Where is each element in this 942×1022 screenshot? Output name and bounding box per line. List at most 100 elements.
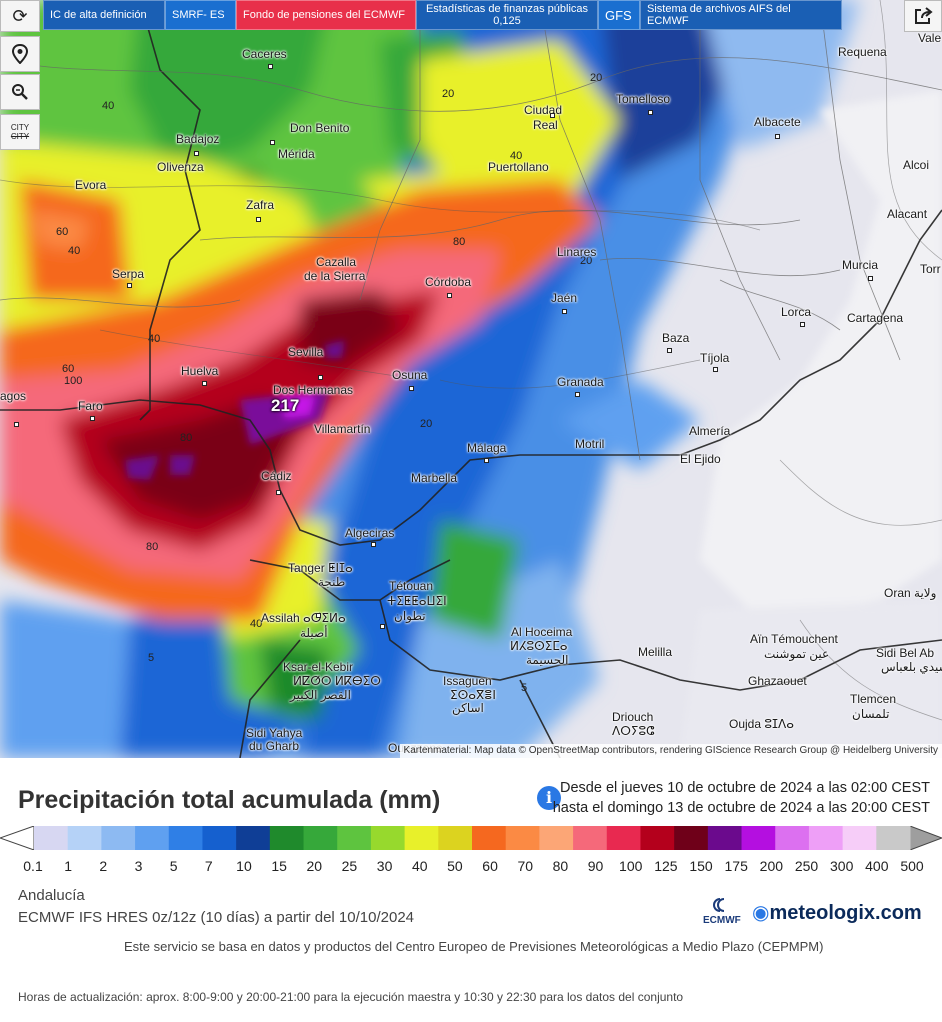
scale-tick-label: 300 xyxy=(829,858,854,874)
city-label: ⵍⵃⵓⵙⵉⵎⴰ xyxy=(510,639,568,653)
scale-cell xyxy=(168,826,203,850)
scale-tick-label: 25 xyxy=(341,858,358,874)
zoom-button[interactable] xyxy=(0,74,40,110)
city-label: Don Benito xyxy=(290,121,350,135)
share-button[interactable] xyxy=(904,0,942,32)
scale-tick-label: 2 xyxy=(99,858,108,874)
city-label: Olivenza xyxy=(157,160,204,174)
contour-label: 5 xyxy=(521,682,528,694)
button-label: Fondo de pensiones del ECMWF xyxy=(243,9,406,21)
model-label: ECMWF IFS HRES 0z/12z (10 días) a partir… xyxy=(18,909,414,926)
city-marker xyxy=(775,134,780,139)
scale-tick-label: 60 xyxy=(482,858,498,874)
scale-cell xyxy=(539,826,574,850)
scale-tick-label: 0.1 xyxy=(23,858,43,874)
city-label: Linares xyxy=(557,245,597,259)
city-label: Tanger ⵟⵏⵊⴰ xyxy=(288,561,353,575)
city-marker xyxy=(90,416,95,421)
city-marker xyxy=(713,367,718,372)
city-toggle-button[interactable]: CITY CITY xyxy=(0,114,40,150)
city-marker xyxy=(127,283,132,288)
scale-tick-label: 500 xyxy=(900,858,924,874)
ic-hd-button[interactable]: IC de alta definición xyxy=(43,0,165,30)
info-icon[interactable]: i xyxy=(537,786,561,810)
city-label: Córdoba xyxy=(425,275,472,289)
city-label: Alcoi xyxy=(903,158,930,172)
scale-cell xyxy=(876,826,911,850)
scale-tick-label: 50 xyxy=(447,858,463,874)
scale-tick-label: 30 xyxy=(376,858,393,874)
city-label: Torr xyxy=(920,262,941,276)
ecmwf-logo-icon xyxy=(713,898,725,912)
precipitation-map[interactable]: 217 40 40 20 20 40 20 60 40 80 60 100 40… xyxy=(0,0,942,758)
scale-cell xyxy=(640,826,675,850)
city-label: Mérida xyxy=(278,147,315,161)
city-label: ⴷⵔⵢⵓⵛ xyxy=(612,724,655,738)
scale-tick-label: 5 xyxy=(169,858,178,874)
meteologix-logo[interactable]: ◉meteologix.com xyxy=(752,900,922,925)
city-marker xyxy=(256,217,261,222)
ecmwf-pension-button[interactable]: Fondo de pensiones del ECMWF xyxy=(236,0,416,30)
city-marker xyxy=(270,140,275,145)
city-label: الحسيمة xyxy=(526,653,569,667)
scale-cell xyxy=(438,826,473,850)
city-label: Sidi Yahya xyxy=(246,726,303,740)
city-label: de la Sierra xyxy=(304,269,366,283)
color-scale xyxy=(0,826,942,850)
city-marker xyxy=(868,276,873,281)
range-to: hasta el domingo 13 de octubre de 2024 a… xyxy=(552,800,930,816)
city-label: Badajoz xyxy=(176,132,220,146)
city-marker xyxy=(667,348,672,353)
scale-tick-label: 90 xyxy=(587,858,604,874)
button-sublabel: 0,125 xyxy=(493,15,521,27)
scale-tick-label: 20 xyxy=(306,858,323,874)
gfs-button[interactable]: GFS xyxy=(598,0,640,30)
scale-tick-label: 150 xyxy=(689,858,713,874)
city-label: Dos Hermanas xyxy=(273,383,354,397)
scale-tick-label: 7 xyxy=(204,858,213,874)
contour-label: 40 xyxy=(510,150,523,162)
contour-label: 20 xyxy=(442,88,455,100)
city-marker xyxy=(194,151,199,156)
scale-cell xyxy=(707,826,743,850)
city-label: سيدي بلعباس xyxy=(881,660,942,674)
button-label: IC de alta definición xyxy=(50,9,147,21)
scale-tick-label: 125 xyxy=(654,858,678,874)
contour-label: 100 xyxy=(64,375,83,387)
city-label: El Ejido xyxy=(680,452,721,466)
city-label: Motril xyxy=(575,437,605,451)
precipitation-field xyxy=(0,0,942,758)
map-attribution: Kartenmaterial: Map data © OpenStreetMap… xyxy=(399,744,942,758)
contour-label: 20 xyxy=(580,255,593,267)
scale-cell xyxy=(236,826,271,850)
city-label: ⵍⵇⵚⵔ ⵍⴽⴱⵉⵔ xyxy=(293,674,381,688)
ecmwf-logo: ECMWF xyxy=(703,898,741,926)
location-button[interactable] xyxy=(0,36,40,72)
city-label: Issaguen xyxy=(443,674,492,688)
city-toggle-sub: CITY xyxy=(10,132,30,141)
city-marker xyxy=(562,309,567,314)
city-label: Ghazaouet xyxy=(748,674,807,688)
city-marker xyxy=(800,322,805,327)
contour-label: 20 xyxy=(420,418,433,430)
scale-tick-label: 15 xyxy=(271,858,287,874)
smrf-es-button[interactable]: SMRF- ES xyxy=(165,0,236,30)
public-finance-button[interactable]: Estadísticas de finanzas públicas 0,125 xyxy=(416,0,598,30)
city-label: Sevilla xyxy=(288,345,324,359)
scale-tick-label: 175 xyxy=(724,858,748,874)
share-icon xyxy=(915,7,933,24)
scale-cell xyxy=(404,826,439,850)
scale-cell xyxy=(505,826,540,850)
city-label: Oujda ⵓⵊⴷⴰ xyxy=(729,717,794,731)
scale-cell xyxy=(303,826,338,850)
city-marker xyxy=(318,375,323,380)
city-marker xyxy=(268,64,273,69)
aifs-button[interactable]: Sistema de archivos AIFS del ECMWF xyxy=(640,0,842,30)
city-label: Tlemcen xyxy=(850,692,897,706)
city-label: Vale xyxy=(918,31,942,45)
scale-cell xyxy=(808,826,844,850)
scale-cell xyxy=(101,826,136,850)
city-label: Al Hoceima xyxy=(511,625,573,639)
refresh-button[interactable]: ⟳ xyxy=(0,0,40,32)
city-marker xyxy=(276,490,281,495)
